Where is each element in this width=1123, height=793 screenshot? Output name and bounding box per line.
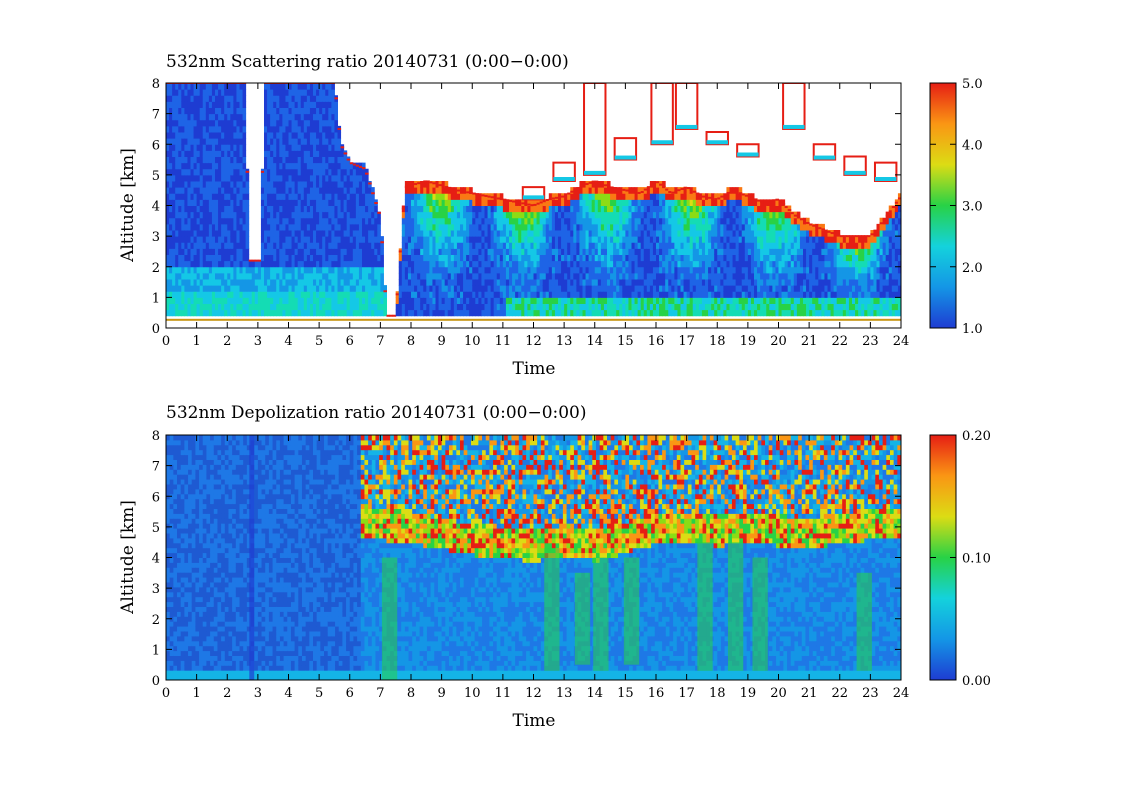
x-tick-label: 18	[709, 334, 726, 349]
heatmap-depolarization	[166, 435, 901, 680]
chart-title-1: 532nm Scattering ratio 20140731 (0:00−0:…	[166, 52, 569, 72]
x-tick-label: 10	[464, 334, 481, 349]
colorbar-ticks-1: 1.0 2.0 3.0 4.0 5.0	[930, 77, 983, 337]
x-tick-label: 12	[525, 686, 542, 701]
colorbar-tick-label: 0.00	[962, 674, 991, 689]
x-tick-label: 2	[223, 686, 231, 701]
x-tick-label: 0	[162, 334, 170, 349]
x-tick-label: 9	[437, 686, 445, 701]
y-tick-label: 7	[152, 460, 160, 475]
colorbar-tick-label: 2.0	[962, 261, 983, 276]
y-tick-label: 6	[152, 490, 160, 505]
panel-scattering-ratio: 532nm Scattering ratio 20140731 (0:00−0:…	[118, 52, 983, 379]
y-tick-label: 4	[152, 200, 160, 215]
colorbar-tick-label: 3.0	[962, 200, 983, 215]
y-tick-label: 8	[152, 77, 160, 92]
x-tick-label: 23	[862, 686, 879, 701]
x-tick-label: 19	[740, 334, 757, 349]
x-tick-label: 13	[556, 686, 573, 701]
y-tick-label: 6	[152, 138, 160, 153]
x-tick-label: 19	[740, 686, 757, 701]
x-tick-label: 5	[315, 686, 323, 701]
x-tick-label: 15	[617, 686, 634, 701]
x-tick-label: 5	[315, 334, 323, 349]
x-tick-label: 12	[525, 334, 542, 349]
x-tick-label: 0	[162, 686, 170, 701]
x-tick-label: 22	[831, 686, 848, 701]
x-tick-label: 20	[770, 334, 787, 349]
y-tick-label: 1	[152, 291, 160, 306]
x-tick-label: 13	[556, 334, 573, 349]
axes-1: 0 1 2 3 4 5 6 7 8 9 10 11 12 13 14 15 16 17 18 19 20 21 22 23 24…	[152, 77, 910, 349]
x-tick-label: 14	[586, 686, 603, 701]
x-tick-label: 4	[284, 334, 292, 349]
y-axis-label-1: Altitude [km]	[118, 148, 138, 263]
x-tick-label: 2	[223, 334, 231, 349]
colorbar-ticks-2: 0.00 0.10 0.20	[930, 429, 991, 689]
x-axis-label-2: Time	[513, 711, 556, 731]
x-tick-label: 22	[831, 334, 848, 349]
colorbar-tick-label: 4.0	[962, 138, 983, 153]
x-tick-label: 16	[648, 686, 665, 701]
y-tick-label: 8	[152, 429, 160, 444]
x-tick-label: 21	[801, 686, 818, 701]
x-tick-label: 4	[284, 686, 292, 701]
x-tick-label: 9	[437, 334, 445, 349]
y-tick-label: 0	[152, 322, 160, 337]
y-tick-label: 3	[152, 230, 160, 245]
x-tick-label: 11	[495, 686, 512, 701]
colorbar-tick-label: 0.20	[962, 429, 991, 444]
x-tick-label: 24	[893, 334, 910, 349]
y-tick-label: 1	[152, 643, 160, 658]
heatmap-scattering	[166, 83, 901, 328]
x-tick-label: 15	[617, 334, 634, 349]
colorbar-tick-label: 0.10	[962, 552, 991, 567]
x-tick-label: 7	[376, 334, 384, 349]
x-tick-label: 8	[407, 686, 415, 701]
chart-title-2: 532nm Depolization ratio 20140731 (0:00−…	[166, 403, 587, 423]
x-tick-label: 18	[709, 686, 726, 701]
y-tick-label: 4	[152, 552, 160, 567]
x-tick-label: 23	[862, 334, 879, 349]
panel-depolarization-ratio: 532nm Depolization ratio 20140731 (0:00−…	[118, 403, 991, 731]
x-tick-label: 3	[254, 334, 262, 349]
x-tick-label: 17	[678, 334, 695, 349]
x-tick-label: 8	[407, 334, 415, 349]
colorbar-tick-label: 1.0	[962, 322, 983, 337]
y-tick-label: 3	[152, 582, 160, 597]
y-tick-label: 5	[152, 169, 160, 184]
x-axis-label-1: Time	[513, 359, 556, 379]
x-tick-label: 24	[893, 686, 910, 701]
x-tick-label: 6	[346, 334, 354, 349]
y-tick-label: 0	[152, 674, 160, 689]
x-tick-label: 11	[495, 334, 512, 349]
y-tick-label: 7	[152, 108, 160, 123]
x-tick-label: 6	[346, 686, 354, 701]
x-tick-label: 10	[464, 686, 481, 701]
x-tick-label: 7	[376, 686, 384, 701]
y-tick-label: 5	[152, 521, 160, 536]
axes-2: 0 1 2 3 4 5 6 7 8 9 10 11 12 13 14 15 16 17 18 19 20 21 22 23 24…	[152, 429, 910, 701]
y-tick-label: 2	[152, 613, 160, 628]
x-tick-label: 16	[648, 334, 665, 349]
y-axis-label-2: Altitude [km]	[118, 500, 138, 615]
y-tick-label: 2	[152, 261, 160, 276]
x-tick-label: 1	[192, 686, 200, 701]
x-tick-label: 17	[678, 686, 695, 701]
x-tick-label: 14	[586, 334, 603, 349]
colorbar-tick-label: 5.0	[962, 77, 983, 92]
x-tick-label: 20	[770, 686, 787, 701]
x-tick-label: 1	[192, 334, 200, 349]
x-tick-label: 21	[801, 334, 818, 349]
x-tick-label: 3	[254, 686, 262, 701]
